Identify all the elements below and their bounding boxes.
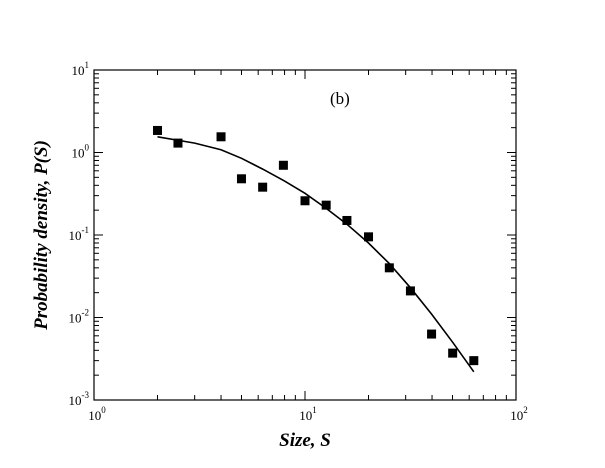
data-point — [258, 182, 268, 192]
data-point — [236, 174, 246, 184]
y-tick-label: 10-3 — [69, 390, 90, 408]
data-point — [469, 356, 479, 366]
y-tick-label: 10-2 — [69, 308, 90, 326]
tick-labels: 100 101 102 10-3 10-2 10-1 100 101 — [69, 60, 528, 423]
y-tick-label: 100 — [72, 143, 90, 161]
fit-curve — [157, 136, 475, 373]
x-axis-label: Size, S — [279, 430, 331, 451]
x-tick-label: 102 — [510, 405, 528, 423]
data-point — [448, 348, 458, 358]
data-point — [342, 215, 352, 225]
data-point — [405, 286, 415, 296]
data-point — [427, 329, 437, 339]
data-point — [216, 132, 226, 142]
data-point — [173, 138, 183, 148]
data-point — [364, 232, 374, 242]
y-tick-label: 10-1 — [69, 225, 90, 243]
data-point — [278, 160, 288, 170]
data-point — [153, 125, 163, 135]
y-tick-label: 101 — [72, 60, 90, 78]
panel-label: (b) — [330, 89, 350, 108]
x-tick-label: 100 — [88, 405, 106, 423]
data-point — [321, 200, 331, 210]
y-axis-label: Probability density, P(S) — [31, 140, 52, 331]
x-tick-label: 101 — [299, 405, 317, 423]
data-point — [384, 263, 394, 273]
data-points — [153, 125, 479, 366]
axis-ticks — [94, 70, 516, 400]
data-point — [300, 196, 310, 206]
